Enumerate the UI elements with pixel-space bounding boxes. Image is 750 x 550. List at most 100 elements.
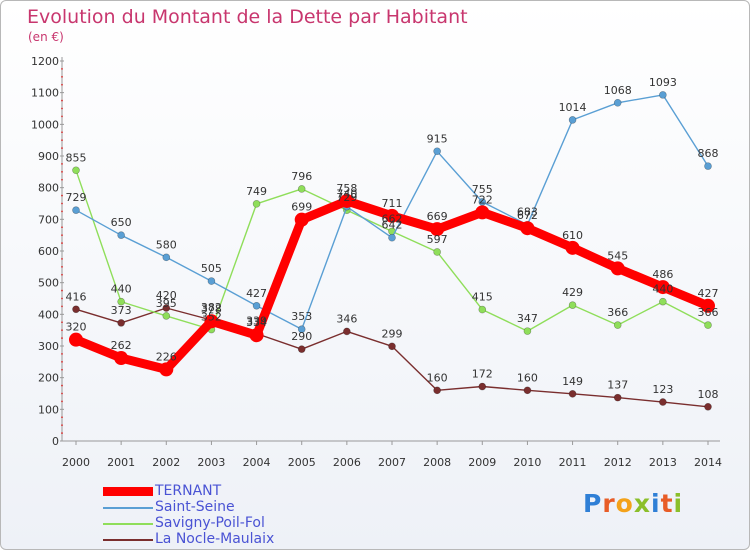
- y-tick-label: 900: [38, 150, 59, 163]
- data-point: [613, 99, 622, 107]
- data-label: 347: [517, 312, 538, 325]
- data-label: 749: [246, 185, 267, 198]
- x-tick-label: 2005: [288, 456, 316, 469]
- data-point: [520, 221, 535, 236]
- data-point: [72, 206, 80, 214]
- data-point: [294, 212, 309, 227]
- data-point: [159, 362, 174, 377]
- logo-letter: x: [633, 489, 651, 518]
- y-minor-tick: [61, 321, 63, 324]
- legend-label: TERNANT: [155, 483, 222, 499]
- data-point: [704, 162, 712, 170]
- data-point: [659, 398, 667, 406]
- y-tick-label: 1000: [31, 118, 59, 131]
- data-label: 1093: [649, 76, 677, 89]
- legend-label: La Nocle-Maulaix: [155, 531, 275, 547]
- data-point: [568, 301, 577, 309]
- data-label: 597: [427, 233, 448, 246]
- data-point: [204, 314, 219, 329]
- data-label: 160: [427, 371, 448, 384]
- data-label: 366: [607, 306, 628, 319]
- data-label: 352: [201, 311, 222, 324]
- data-label: 729: [66, 191, 87, 204]
- data-point: [117, 231, 125, 239]
- legend-label: Savigny-Poil-Fol: [155, 515, 265, 531]
- data-label: 395: [156, 297, 177, 310]
- y-minor-tick: [61, 337, 63, 339]
- data-point: [475, 205, 490, 220]
- y-minor-tick: [61, 416, 63, 419]
- data-point: [430, 222, 445, 237]
- data-label: 650: [111, 216, 132, 229]
- data-point: [297, 325, 306, 334]
- y-minor-tick: [61, 115, 63, 118]
- series-saint-seine: [72, 91, 712, 334]
- data-point: [565, 240, 580, 255]
- data-point: [162, 312, 171, 320]
- data-label: 172: [472, 368, 493, 381]
- data-label: 160: [517, 371, 538, 384]
- data-point: [162, 304, 171, 312]
- x-tick-label: 2001: [107, 456, 135, 469]
- data-point: [568, 116, 577, 124]
- data-label: 415: [472, 291, 493, 304]
- logo-letter: i: [651, 489, 661, 518]
- data-point: [249, 328, 264, 343]
- y-tick-label: 100: [38, 403, 59, 416]
- data-point: [252, 200, 261, 208]
- data-label: 123: [652, 383, 673, 396]
- y-minor-tick: [61, 202, 63, 205]
- data-point: [655, 280, 670, 295]
- data-point: [433, 147, 441, 156]
- data-label: 711: [382, 197, 403, 210]
- data-label: 440: [652, 283, 673, 296]
- data-point: [114, 351, 129, 366]
- y-tick-label: 800: [38, 182, 59, 195]
- legend-item: La Nocle-Maulaix: [103, 531, 303, 548]
- data-point: [343, 327, 351, 336]
- data-label: 108: [698, 388, 719, 401]
- data-point: [568, 390, 577, 398]
- y-tick-label: 0: [52, 435, 59, 448]
- x-tick-label: 2002: [152, 456, 180, 469]
- data-point: [704, 402, 712, 411]
- data-label: 915: [427, 132, 448, 145]
- proxiti-logo: Proxiti: [583, 489, 683, 518]
- y-minor-tick: [61, 139, 63, 142]
- legend-item: Saint-Seine: [103, 499, 303, 516]
- data-label: 427: [246, 287, 267, 300]
- logo-letter: r: [602, 489, 616, 518]
- series-savigny-poil-fol: [72, 166, 712, 335]
- data-point: [339, 193, 354, 208]
- y-tick-label: 300: [38, 340, 59, 353]
- y-minor-tick: [61, 392, 63, 395]
- data-label: 669: [427, 210, 448, 223]
- data-point: [613, 393, 622, 402]
- legend: TERNANT Saint-Seine Savigny-Poil-Fol La Noc…: [103, 483, 303, 548]
- data-label: 137: [607, 379, 628, 392]
- x-tick-label: 2008: [423, 456, 451, 469]
- y-minor-tick: [61, 424, 63, 427]
- y-minor-tick: [61, 234, 63, 237]
- y-tick-label: 200: [38, 372, 59, 385]
- data-point: [207, 277, 216, 285]
- legend-item: TERNANT: [103, 483, 303, 500]
- data-point: [523, 386, 532, 395]
- y-minor-tick: [61, 297, 63, 300]
- data-label: 149: [562, 375, 583, 388]
- y-tick-label: 700: [38, 213, 59, 226]
- data-label: 420: [156, 289, 177, 302]
- data-label: 868: [698, 147, 719, 160]
- data-label: 642: [382, 219, 403, 232]
- logo-letter: i: [673, 489, 684, 518]
- data-label: 353: [291, 310, 312, 323]
- chart-title: Evolution du Montant de la Dette par Hab…: [27, 6, 468, 28]
- data-label: 855: [66, 151, 87, 164]
- y-minor-tick: [61, 210, 63, 213]
- logo-letter: P: [583, 489, 603, 518]
- data-point: [433, 386, 441, 395]
- data-point: [659, 297, 667, 306]
- y-minor-tick: [61, 400, 63, 403]
- data-point: [117, 319, 125, 327]
